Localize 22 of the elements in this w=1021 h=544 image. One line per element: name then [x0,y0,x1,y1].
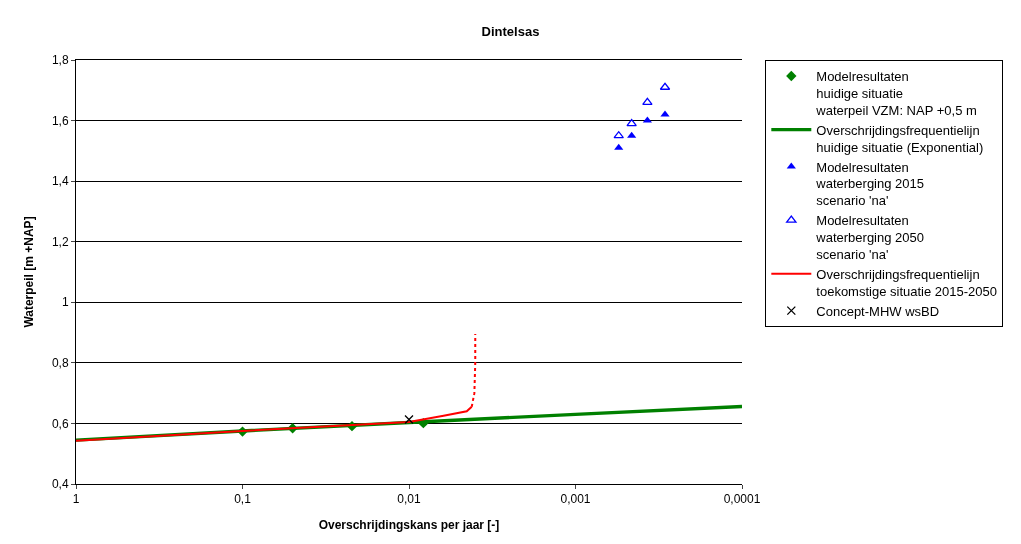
x-tick-label: 0,001 [560,492,591,507]
legend-label: Overschrijdingsfrequentielijn huidige situatie (Exponential) [816,122,984,155]
y-tick-label: 1,2 [51,234,69,249]
chart-title: Dintelsas [481,24,540,40]
legend-label: Modelresultaten waterberging 2050 scenario 'na' [815,213,925,263]
y-tick-label: 1,6 [51,113,69,128]
legend-label: Overschrijdingsfrequentielijn toekomstige situatie 2015-2050 [816,266,997,299]
y-tick-label: 0,8 [51,356,69,371]
x-tick-label: 1 [72,492,80,507]
legend-label: Modelresultaten waterberging 2015 scenario 'na' [815,159,925,209]
legend-label: Modelresultaten huidige situatie waterpeil VZM: NAP +0,5 m [815,69,977,118]
y-tick-label: 0,4 [51,477,69,492]
x-tick-label: 0,01 [397,492,421,507]
x-tick-label: 0,0001 [723,492,761,507]
y-tick-label: 0,6 [51,416,69,431]
y-tick-label: 1,4 [51,174,69,189]
x-tick-label: 0,1 [234,492,252,507]
legend-label: Concept-MHW wsBD [816,303,940,319]
x-axis-title: Overschrijdingskans per jaar [-] [318,518,500,533]
y-tick-label: 1 [61,295,69,310]
y-axis-title: Waterpeil [m +NAP] [22,216,37,328]
y-tick-label: 1,8 [51,53,69,68]
